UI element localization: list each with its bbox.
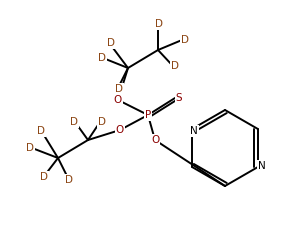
- Text: N: N: [190, 126, 198, 136]
- Text: D: D: [98, 117, 106, 127]
- Text: O: O: [116, 125, 124, 135]
- Text: D: D: [70, 117, 78, 127]
- Text: D: D: [26, 143, 34, 153]
- Text: D: D: [115, 84, 123, 94]
- Text: O: O: [151, 135, 159, 145]
- Text: D: D: [98, 53, 106, 63]
- Text: D: D: [171, 61, 179, 71]
- Text: S: S: [176, 93, 182, 103]
- Text: N: N: [258, 161, 266, 171]
- Text: O: O: [114, 95, 122, 105]
- Text: D: D: [181, 35, 189, 45]
- Text: D: D: [155, 19, 163, 29]
- Text: D: D: [40, 172, 48, 182]
- Text: D: D: [37, 126, 45, 136]
- Text: D: D: [107, 38, 115, 48]
- Text: P: P: [145, 110, 151, 120]
- Text: D: D: [65, 175, 73, 185]
